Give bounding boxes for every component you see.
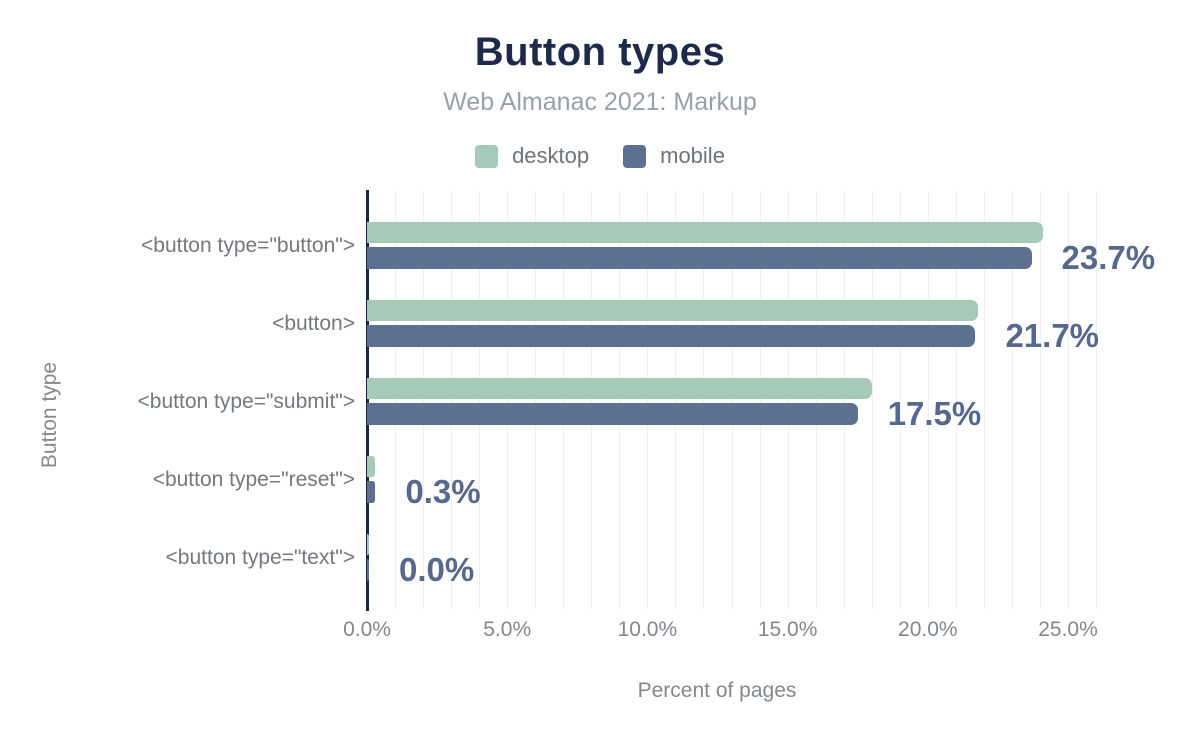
- gridline: [675, 190, 677, 610]
- x-axis-title: Percent of pages: [637, 679, 797, 702]
- x-tick-label: 5.0%: [483, 618, 532, 641]
- category-label: <button type="submit">: [137, 389, 355, 413]
- gridline: [843, 190, 845, 610]
- gridline: [507, 190, 509, 610]
- bar-mobile: [367, 403, 858, 425]
- gridline: [479, 190, 481, 610]
- bar-mobile: [367, 325, 976, 347]
- gridline: [815, 190, 817, 610]
- bar-mobile: [367, 247, 1032, 269]
- legend-label: mobile: [660, 143, 725, 168]
- gridline: [451, 190, 453, 610]
- gridline: [703, 190, 705, 610]
- x-tick-label: 25.0%: [1038, 618, 1098, 641]
- legend-label: desktop: [512, 143, 590, 168]
- value-label: 0.0%: [399, 551, 475, 588]
- value-label: 21.7%: [1005, 317, 1100, 354]
- x-tick-label: 20.0%: [898, 618, 958, 641]
- gridline: [1011, 190, 1013, 610]
- gridline: [1096, 190, 1098, 610]
- chart-title: Button types: [474, 30, 726, 74]
- gridline: [899, 190, 901, 610]
- gridline: [563, 190, 565, 610]
- x-tick-label: 10.0%: [617, 618, 678, 641]
- gridline: [927, 190, 929, 610]
- chart-subtitle: Web Almanac 2021: Markup: [443, 88, 757, 116]
- bar-desktop: [367, 378, 872, 399]
- gridline: [1039, 190, 1041, 610]
- legend-item-mobile: mobile: [623, 143, 725, 169]
- legend-swatch-mobile: [623, 144, 647, 168]
- x-tick-label: 0.0%: [343, 618, 391, 641]
- gridline: [423, 190, 425, 610]
- gridline: [871, 190, 873, 610]
- category-label: <button type="text">: [165, 545, 355, 569]
- gridline: [395, 190, 397, 610]
- gridline: [535, 190, 537, 610]
- gridline: [731, 190, 733, 610]
- y-axis-title: Button type: [38, 361, 61, 469]
- bar-desktop: [367, 534, 369, 555]
- gridline: [983, 190, 985, 610]
- legend-item-desktop: desktop: [475, 143, 589, 169]
- category-label: <button type="reset">: [152, 467, 355, 491]
- y-axis-line: [366, 190, 369, 611]
- category-label: <button type="button">: [141, 233, 355, 257]
- value-label: 17.5%: [887, 395, 982, 432]
- value-label: 23.7%: [1061, 239, 1156, 276]
- gridline: [591, 190, 593, 610]
- bar-desktop: [367, 456, 376, 477]
- bar-desktop: [367, 222, 1043, 243]
- legend: desktop mobile: [0, 143, 1200, 169]
- plot-area: 23.7% 21.7% 17.5% 0.3% 0.0%: [366, 190, 1155, 611]
- gridline: [1068, 190, 1069, 610]
- category-label: <button>: [272, 311, 355, 335]
- bar-desktop: [367, 300, 979, 321]
- gridline: [759, 190, 761, 610]
- bar-mobile: [367, 481, 376, 503]
- x-tick-label: 15.0%: [757, 618, 818, 641]
- bar-mobile: [367, 559, 369, 581]
- gridline: [787, 190, 789, 610]
- gridline: [955, 190, 957, 610]
- value-label: 0.3%: [405, 473, 481, 510]
- legend-swatch-desktop: [475, 144, 499, 168]
- gridline: [647, 190, 649, 610]
- gridline: [619, 190, 621, 610]
